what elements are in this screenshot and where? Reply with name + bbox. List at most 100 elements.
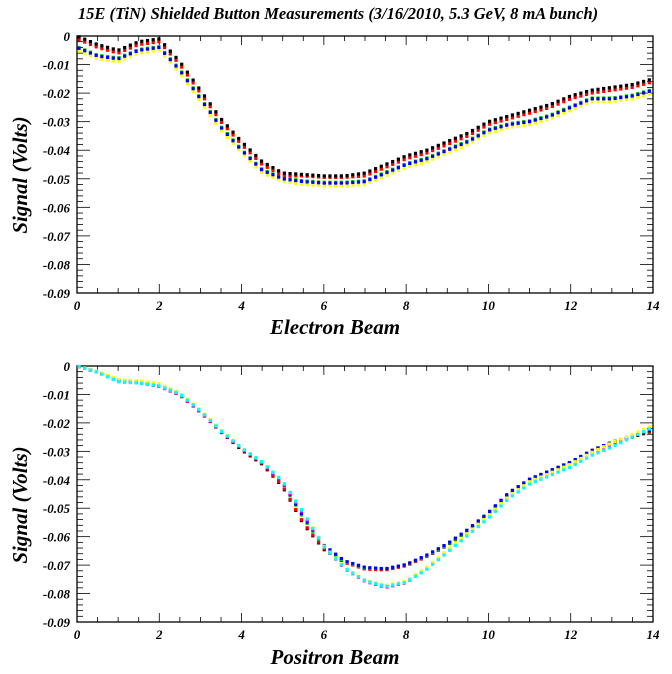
data-point [117,378,121,382]
data-point [584,453,589,457]
data-point [123,380,127,384]
data-point [334,181,338,185]
data-point [431,560,435,564]
data-point [180,65,184,69]
data-point [294,502,298,506]
data-point [128,46,132,50]
data-point [482,514,486,518]
data-point [584,456,589,460]
data-point [254,153,258,158]
data-point [545,118,549,122]
data-point [533,107,537,111]
data-point [584,99,589,103]
data-point [545,115,549,119]
data-point [231,439,235,443]
data-point [379,583,383,587]
data-point [624,98,629,102]
data-point [254,456,258,460]
x-tick-label: 10 [482,298,496,313]
data-point [516,490,520,494]
data-point [231,139,235,143]
data-point [282,177,286,181]
data-point [550,468,554,472]
data-point [539,116,543,121]
data-point [162,386,167,390]
data-point [522,120,526,125]
data-point [499,504,503,508]
x-tick-label: 4 [237,298,245,313]
data-point [419,569,423,573]
data-point [242,142,247,147]
data-point [419,150,423,154]
data-point [242,151,247,155]
figure-title: 15E (TiN) Shielded Button Measurements (… [78,4,598,23]
data-point [77,35,81,39]
data-point [533,477,537,482]
data-point [299,172,304,176]
data-point [197,89,201,93]
data-point [345,173,349,178]
data-point [259,162,264,166]
data-point [539,477,543,481]
data-point [465,534,469,538]
data-point [636,432,640,437]
data-point [248,156,252,161]
data-point [362,180,366,184]
data-point [123,57,127,61]
x-tick-label: 2 [155,627,163,642]
data-point [505,117,509,122]
data-point [550,472,554,477]
data-point [505,498,509,503]
data-point [299,508,304,512]
data-point [510,113,515,117]
data-point [607,442,611,446]
data-point [362,578,366,582]
data-point [396,157,400,161]
data-point [185,70,190,74]
data-point [465,532,469,536]
data-point [516,488,520,492]
data-point [197,94,201,99]
data-point [562,108,566,112]
data-point [111,47,115,51]
data-point [88,42,93,47]
data-point [602,100,606,104]
data-point [436,143,440,147]
data-point [265,165,269,169]
data-point [368,566,372,570]
data-point [128,55,132,59]
data-point [562,100,566,104]
y-tick-label: -0.02 [43,416,71,431]
data-point [493,121,497,125]
data-point [259,170,264,175]
data-point [311,183,315,187]
data-point [100,57,104,62]
data-point [602,86,606,91]
data-point [567,109,572,113]
data-point [482,131,486,135]
data-point [305,180,309,184]
data-point [202,105,207,109]
data-point [277,479,281,484]
data-point [493,509,497,514]
data-point [259,159,264,163]
data-point [402,158,406,162]
data-point [208,105,212,109]
data-point [220,117,224,122]
data-point [311,180,315,184]
data-point [584,451,589,455]
data-point [105,48,110,52]
data-point [134,52,138,56]
data-point [151,49,155,53]
data-point [567,463,572,467]
data-point [448,540,452,544]
data-point [516,124,520,128]
data-point [408,153,412,157]
data-point [316,540,321,544]
data-point [111,59,115,63]
data-point [510,488,515,492]
data-point [299,518,304,522]
data-point [111,377,115,382]
data-point [425,567,429,571]
data-point [379,173,383,177]
